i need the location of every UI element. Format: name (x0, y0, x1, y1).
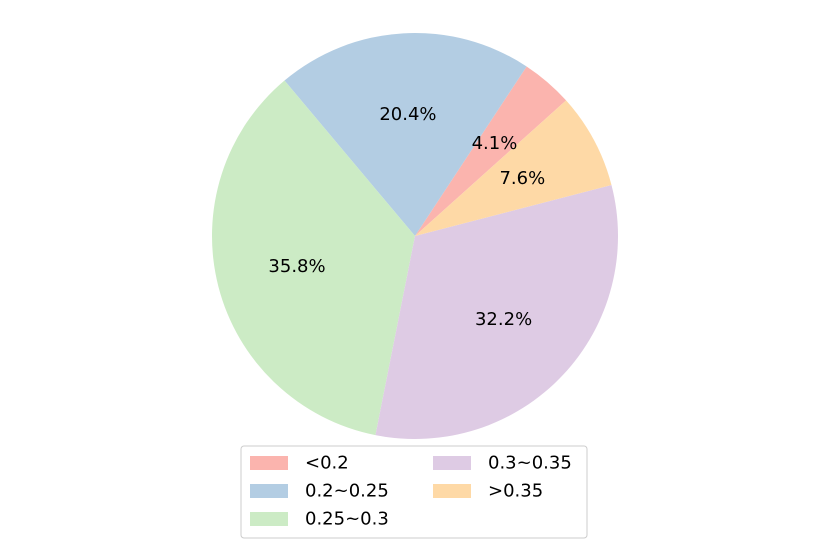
legend-swatch-0p3-to-0p35 (433, 456, 471, 470)
pie-label-gt-0p35: 7.6% (499, 168, 545, 189)
legend-label-0p3-to-0p35: 0.3~0.35 (488, 453, 572, 474)
legend: <0.2 0.2~0.25 0.25~0.3 0.3~0.35 >0.35 (240, 445, 588, 539)
legend-label-0p2-to-0p25: 0.2~0.25 (305, 481, 389, 502)
legend-frame (240, 445, 588, 539)
pie-label-0p25-to-0p3: 35.8% (268, 256, 325, 277)
legend-label-lt-0p2: <0.2 (305, 453, 349, 474)
pie-slice-lt-0p2 (415, 66, 567, 236)
legend-swatch-0p2-to-0p25 (250, 484, 288, 498)
legend-label-gt-0p35: >0.35 (488, 481, 543, 502)
legend-swatch-0p25-to-0p3 (250, 512, 288, 526)
pie-label-lt-0p2: 4.1% (472, 133, 518, 154)
pie-slice-0p3-to-0p35 (375, 184, 618, 439)
pie-label-0p2-to-0p25: 20.4% (379, 104, 436, 125)
legend-swatch-lt-0p2 (250, 456, 288, 470)
pie-slices (211, 32, 618, 439)
legend-label-0p25-to-0p3: 0.25~0.3 (305, 509, 389, 530)
pie-label-0p3-to-0p35: 32.2% (475, 309, 532, 330)
pie-slice-0p2-to-0p25 (284, 32, 527, 237)
pie-slice-0p25-to-0p3 (211, 80, 415, 436)
pie-slice-gt-0p35 (415, 100, 612, 236)
legend-swatch-gt-0p35 (433, 484, 471, 498)
pie-percent-labels: 4.1% 20.4% 35.8% 32.2% 7.6% (268, 104, 545, 330)
